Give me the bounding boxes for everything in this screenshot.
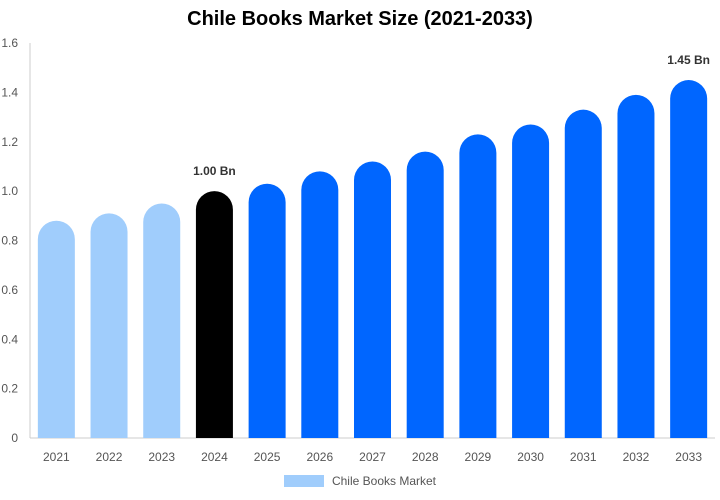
bar-2033 (670, 80, 708, 438)
y-tick-label: 0.8 (1, 234, 18, 248)
x-tick-label: 2030 (517, 450, 544, 464)
bar-2024 (195, 191, 233, 438)
x-tick-label: 2026 (306, 450, 333, 464)
legend-swatch (283, 475, 324, 487)
x-tick-label: 2033 (675, 450, 702, 464)
y-tick-label: 1.2 (1, 135, 18, 149)
x-tick-label: 2021 (43, 450, 70, 464)
x-tick-label: 2028 (412, 450, 439, 464)
legend[interactable]: Chile Books Market (0, 474, 720, 488)
y-tick-label: 0 (11, 431, 18, 445)
bar-2022 (90, 213, 128, 438)
y-tick-label: 0.4 (1, 332, 18, 346)
x-tick-label: 2025 (254, 450, 281, 464)
y-tick-label: 0.6 (1, 283, 18, 297)
chart-title: Chile Books Market Size (2021-2033) (187, 8, 533, 30)
data-label-2024: 1.00 Bn (193, 164, 236, 178)
x-tick-label: 2022 (96, 450, 123, 464)
bar-2023 (143, 203, 181, 438)
bar-2032 (617, 94, 655, 439)
bar-2021 (37, 220, 75, 438)
x-tick-label: 2024 (201, 450, 228, 464)
bar-2027 (354, 161, 391, 438)
legend-label: Chile Books Market (331, 474, 437, 488)
x-tick-label: 2031 (570, 450, 597, 464)
bar-2025 (248, 183, 286, 438)
x-tick-label: 2032 (623, 450, 650, 464)
x-tick-label: 2029 (465, 450, 492, 464)
bar-2028 (406, 151, 444, 438)
y-tick-label: 0.2 (1, 382, 18, 396)
y-tick-label: 1.0 (1, 184, 18, 198)
bar-2030 (512, 124, 550, 438)
bar-2029 (459, 134, 497, 438)
bar-2026 (301, 171, 339, 438)
y-tick-label: 1.4 (1, 85, 18, 99)
bar-2031 (564, 109, 602, 438)
data-label-2033: 1.45 Bn (667, 53, 710, 67)
x-tick-label: 2023 (148, 450, 175, 464)
x-tick-label: 2027 (359, 450, 386, 464)
y-tick-label: 1.6 (1, 36, 18, 50)
